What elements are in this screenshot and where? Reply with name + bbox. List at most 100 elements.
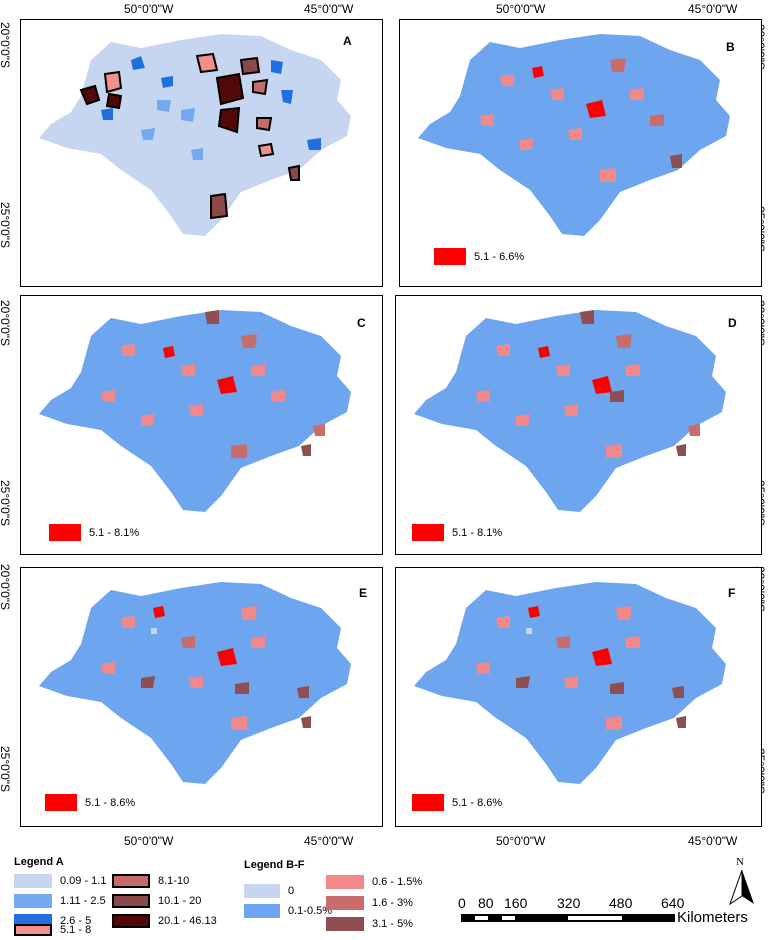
- state-outline: [39, 34, 351, 236]
- legend-swatch: [112, 914, 150, 928]
- municipality-patches: [79, 52, 321, 220]
- state-map-a: [39, 34, 351, 236]
- legend-swatch: [244, 884, 280, 898]
- lat-label-left-top: 20°0'0"S: [0, 21, 13, 69]
- panel-label: C: [357, 316, 366, 330]
- scale-label: 640: [661, 895, 685, 911]
- scale-label: 160: [504, 895, 528, 911]
- map-panel-a: A: [20, 19, 383, 287]
- legend-a-item: 5.1 - 8: [14, 924, 91, 936]
- map-panel-e: E 5.1 - 8.6%: [20, 567, 383, 827]
- lat-label-left-low-bottom: 25°0'0"S: [0, 745, 13, 793]
- legend-bf-item: 0.6 - 1.5%: [326, 875, 422, 889]
- state-map-d: [414, 310, 726, 512]
- panel-label: B: [726, 40, 735, 54]
- legend-swatch-high: [412, 794, 444, 811]
- legend-swatch: [112, 894, 150, 908]
- lon-label-bottom-left-2: 50°0'0"W: [496, 834, 546, 848]
- legend-bf-title: Legend B-F: [244, 859, 305, 871]
- north-label: N: [736, 856, 744, 868]
- municipality-patches: [101, 606, 311, 730]
- legend-label: 5.1 - 8.6%: [452, 796, 503, 809]
- state-map-c: [39, 310, 351, 512]
- legend-a-title: Legend A: [14, 856, 64, 868]
- legend-label: 0.1-0.5%: [288, 905, 333, 917]
- municipality-patches: [476, 606, 686, 730]
- panel-label: F: [728, 586, 736, 600]
- scale-unit: Kilometers: [677, 909, 748, 926]
- legend-bf-item: 3.1 - 5%: [326, 917, 413, 931]
- legend-swatch-high: [434, 248, 466, 265]
- panel-legend-c: 5.1 - 8.1%: [49, 524, 139, 541]
- legend-label: 2.6 - 5: [60, 915, 92, 927]
- legend-label: 3.1 - 5%: [372, 918, 413, 930]
- lat-label-left-mid-bottom: 25°0'0"S: [0, 479, 13, 527]
- legend-label: 5.1 - 8.1%: [89, 526, 140, 539]
- legend-swatch: [244, 904, 280, 918]
- scale-label: 80: [478, 895, 494, 911]
- map-panel-b: B 5.1 - 6.6%: [399, 19, 762, 287]
- lon-label-top-left-2: 50°0'0"W: [496, 2, 546, 16]
- scale-label: 480: [609, 895, 633, 911]
- legend-swatch: [14, 924, 52, 936]
- legend-label: 20.1 - 46.13: [158, 915, 217, 927]
- legend-a-item: 20.1 - 46.13: [112, 914, 217, 928]
- panel-label: A: [343, 34, 352, 48]
- state-map-b: [418, 34, 730, 236]
- legend-label: 1.11 - 2.5: [60, 895, 106, 907]
- legend-bf-item: 1.6 - 3%: [326, 896, 413, 910]
- legend-label: 1.6 - 3%: [372, 897, 413, 909]
- lon-label-top-right: 45°0'0"W: [304, 2, 354, 16]
- legend-label: 0.09 - 1.1: [60, 875, 107, 887]
- lat-label-left-bottom: 25°0'0"S: [0, 201, 13, 249]
- legend-label: 8.1-10: [158, 875, 190, 887]
- legend-swatch: [326, 917, 364, 931]
- legend-label: 0.6 - 1.5%: [372, 876, 423, 888]
- scale-bar: [461, 914, 675, 922]
- legend-swatch: [14, 894, 52, 908]
- lon-label-bottom-right: 45°0'0"W: [304, 834, 354, 848]
- legend-swatch: [112, 874, 150, 888]
- legend-label: 5.1 - 8: [60, 924, 92, 936]
- map-panel-c: C 5.1 - 8.1%: [20, 295, 383, 555]
- legend-bf-item: 0: [244, 884, 294, 898]
- state-map-f: [414, 582, 726, 784]
- legend-swatch-high: [412, 524, 444, 541]
- legend-label: 5.1 - 8.6%: [85, 796, 136, 809]
- legend-swatch-high: [45, 794, 77, 811]
- scale-label: 320: [557, 895, 581, 911]
- lon-label-top-right-2: 45°0'0"W: [688, 2, 738, 16]
- legend-swatch: [14, 874, 52, 888]
- legend-a-item: 8.1-10: [112, 874, 189, 888]
- legend-a-item: 0.09 - 1.1: [14, 874, 106, 888]
- municipality-patches: [476, 310, 700, 458]
- legend-swatch: [326, 875, 364, 889]
- legend-label: 0: [288, 885, 295, 897]
- state-map-e: [39, 582, 351, 784]
- legend-bf-item: 0.1-0.5%: [244, 904, 332, 918]
- panel-legend-b: 5.1 - 6.6%: [434, 248, 524, 265]
- panel-legend-e: 5.1 - 8.6%: [45, 794, 135, 811]
- north-arrow-icon: N: [728, 856, 756, 906]
- map-panel-f: F 5.1 - 8.6%: [395, 567, 762, 827]
- legend-a-item: 10.1 - 20: [112, 894, 201, 908]
- map-panel-d: D 5.1 - 8.1%: [395, 295, 762, 555]
- legend-label: 10.1 - 20: [158, 895, 202, 907]
- legend-swatch-high: [49, 524, 81, 541]
- panel-label: E: [359, 586, 368, 600]
- lat-label-left-low-top: 20°0'0"S: [0, 563, 13, 611]
- panel-legend-f: 5.1 - 8.6%: [412, 794, 502, 811]
- legend-label: 5.1 - 6.6%: [474, 250, 525, 263]
- panel-label: D: [728, 316, 737, 330]
- legend-swatch: [326, 896, 364, 910]
- municipality-patches: [101, 310, 325, 458]
- municipality-patches: [480, 58, 682, 182]
- lat-label-left-mid-top: 20°0'0"S: [0, 299, 13, 347]
- legend-a-item: 1.11 - 2.5: [14, 894, 106, 908]
- panel-legend-d: 5.1 - 8.1%: [412, 524, 502, 541]
- lon-label-top-left: 50°0'0"W: [124, 2, 174, 16]
- legend-label: 5.1 - 8.1%: [452, 526, 503, 539]
- lon-label-bottom-right-2: 45°0'0"W: [688, 834, 738, 848]
- lon-label-bottom-left: 50°0'0"W: [124, 834, 174, 848]
- scale-label: 0: [458, 895, 466, 911]
